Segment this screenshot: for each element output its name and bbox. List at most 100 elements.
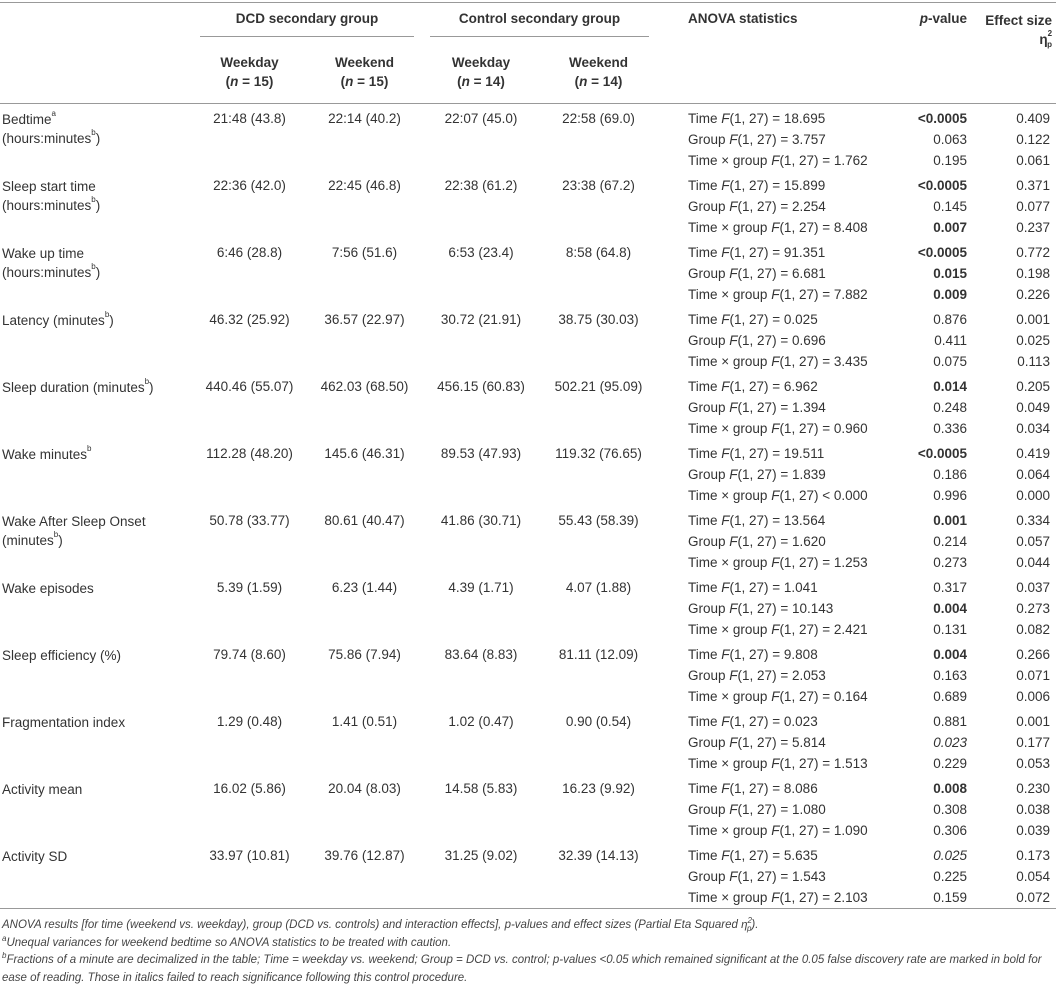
p-value: 0.007	[933, 220, 968, 235]
text: (minutes	[2, 533, 54, 548]
superscript: b	[144, 377, 150, 386]
p-value: 0.214	[933, 534, 968, 549]
p-value: 0.411	[934, 333, 968, 348]
superscript: b	[104, 310, 110, 319]
stat: Group F(1, 27) = 2.053	[688, 668, 826, 683]
effect-size: 0.054	[1016, 869, 1051, 884]
measure: Wake After Sleep Onset	[2, 514, 146, 529]
subscript: p	[1047, 40, 1053, 49]
stat: Time F(1, 27) = 1.041	[688, 580, 818, 595]
stat: Group F(1, 27) = 1.394	[688, 400, 826, 415]
effect-size: 0.173	[1016, 848, 1051, 863]
measure: Sleep duration (minutesb)	[2, 377, 154, 396]
value: 6.23 (1.44)	[331, 580, 398, 595]
row-label: Wake After Sleep Onset (minutesb)	[0, 506, 192, 573]
row: Wake minutesb 112.28 (48.20) 145.6 (46.31)…	[0, 439, 1056, 506]
text: Sleep start time	[2, 179, 96, 194]
value: 22:38 (61.2)	[444, 178, 518, 193]
stat: Time × group F(1, 27) = 1.090	[688, 823, 868, 838]
value: 75.86 (7.94)	[328, 647, 401, 662]
text: )	[109, 313, 114, 328]
group-header: Control secondary group	[422, 2, 658, 47]
value: 7:56 (51.6)	[331, 245, 398, 260]
n-count: (n = 15)	[225, 74, 274, 89]
effects: 0.230 0.038 0.039	[975, 774, 1056, 841]
effect-size: 0.122	[1016, 132, 1051, 147]
effects: 0.001 0.177 0.053	[975, 707, 1056, 774]
row: Wake up time (hours:minutesb) 6:46 (28.8) 7…	[0, 238, 1056, 305]
stat: Time F(1, 27) = 18.695	[688, 111, 826, 126]
footnote: ANOVA results [for time (weekend vs. wee…	[2, 917, 1054, 935]
unit: (hours:minutesb)	[2, 263, 192, 282]
anova: Time F(1, 27) = 0.023 Group F(1, 27) = 5.…	[657, 707, 907, 774]
effect-size: 0.113	[1017, 354, 1051, 369]
row: Activity SD 33.97 (10.81) 39.76 (12.87) 31.…	[0, 841, 1056, 909]
effect-size: 0.409	[1016, 111, 1051, 126]
superscript: b	[91, 262, 96, 271]
superscript: b	[87, 444, 92, 453]
value: 20.04 (8.03)	[328, 781, 401, 796]
value: 16.02 (5.86)	[213, 781, 286, 796]
value: 5.39 (1.59)	[216, 580, 283, 595]
value: 22:45 (46.8)	[328, 178, 401, 193]
stat: Time F(1, 27) = 6.962	[688, 379, 818, 394]
effect-size: 0.273	[1016, 601, 1051, 616]
effects: 0.173 0.054 0.072	[975, 841, 1056, 909]
stat: Time × group F(1, 27) < 0.000	[688, 488, 868, 503]
text: )	[149, 380, 154, 395]
p-value: 0.881	[933, 714, 968, 729]
effect-size: 0.064	[1016, 467, 1051, 482]
stat: Group F(1, 27) = 1.620	[688, 534, 826, 549]
p-values: 0.881 0.023 0.229	[907, 707, 975, 774]
stat: Time × group F(1, 27) = 2.421	[688, 622, 868, 637]
p-value: 0.004	[933, 647, 968, 662]
effect-size: 0.334	[1016, 513, 1051, 528]
stat: Time F(1, 27) = 15.899	[688, 178, 826, 193]
row-label: Wake minutesb	[0, 439, 192, 506]
effect-size: 0.038	[1016, 802, 1051, 817]
effect-size: 0.039	[1016, 823, 1051, 838]
row: Wake After Sleep Onset (minutesb) 50.78 (3…	[0, 506, 1056, 573]
stat: Time × group F(1, 27) = 1.253	[688, 555, 868, 570]
value: 6:46 (28.8)	[216, 245, 283, 260]
p-value: 0.308	[933, 802, 968, 817]
p-value: 0.186	[933, 467, 968, 482]
row-label: Activity SD	[0, 841, 192, 909]
p-values: 0.876 0.411 0.075	[907, 305, 975, 372]
p-value: 0.248	[933, 400, 968, 415]
effect-size: 0.082	[1016, 622, 1051, 637]
n-count: (n = 15)	[340, 74, 389, 89]
p-values: <0.0005 0.015 0.009	[907, 238, 975, 305]
text: )	[95, 265, 101, 280]
stat: Time × group F(1, 27) = 3.435	[688, 354, 868, 369]
row: Bedtimea (hours:minutesb) 21:48 (43.8) 22:1…	[0, 104, 1056, 172]
value: 22:36 (42.0)	[213, 178, 286, 193]
footnote: aUnequal variances for weekend bedtime s…	[2, 934, 1054, 953]
text: Latency (minutes	[2, 313, 105, 328]
superscript: 2	[747, 916, 752, 925]
effect-size: 0.266	[1016, 647, 1051, 662]
stat: Time F(1, 27) = 8.086	[688, 781, 818, 796]
text: Activity SD	[2, 849, 68, 864]
value: 46.32 (25.92)	[209, 312, 290, 327]
anova: Time F(1, 27) = 19.511 Group F(1, 27) = 1…	[657, 439, 907, 506]
value: 30.72 (21.91)	[440, 312, 522, 327]
blank-header	[0, 47, 192, 104]
row-label: Wake up time (hours:minutesb)	[0, 238, 192, 305]
value: 23:38 (67.2)	[562, 178, 635, 193]
effects: 0.772 0.198 0.226	[975, 238, 1056, 305]
text: )	[95, 131, 101, 146]
text: Fragmentation index	[2, 715, 126, 730]
group-header: DCD secondary group	[192, 2, 422, 47]
stat: Time F(1, 27) = 5.635	[688, 848, 818, 863]
stat: Group F(1, 27) = 3.757	[688, 132, 826, 147]
p-value: 0.145	[933, 199, 968, 214]
anova: Time F(1, 27) = 6.962 Group F(1, 27) = 1.…	[657, 372, 907, 439]
anova: Time F(1, 27) = 9.808 Group F(1, 27) = 2.…	[657, 640, 907, 707]
superscript: b	[91, 128, 96, 137]
value: 6:53 (23.4)	[448, 245, 514, 260]
row: Sleep start time (hours:minutesb) 22:36 (4…	[0, 171, 1056, 238]
effects: 0.371 0.077 0.237	[975, 171, 1056, 238]
p-value: <0.0005	[917, 245, 968, 260]
